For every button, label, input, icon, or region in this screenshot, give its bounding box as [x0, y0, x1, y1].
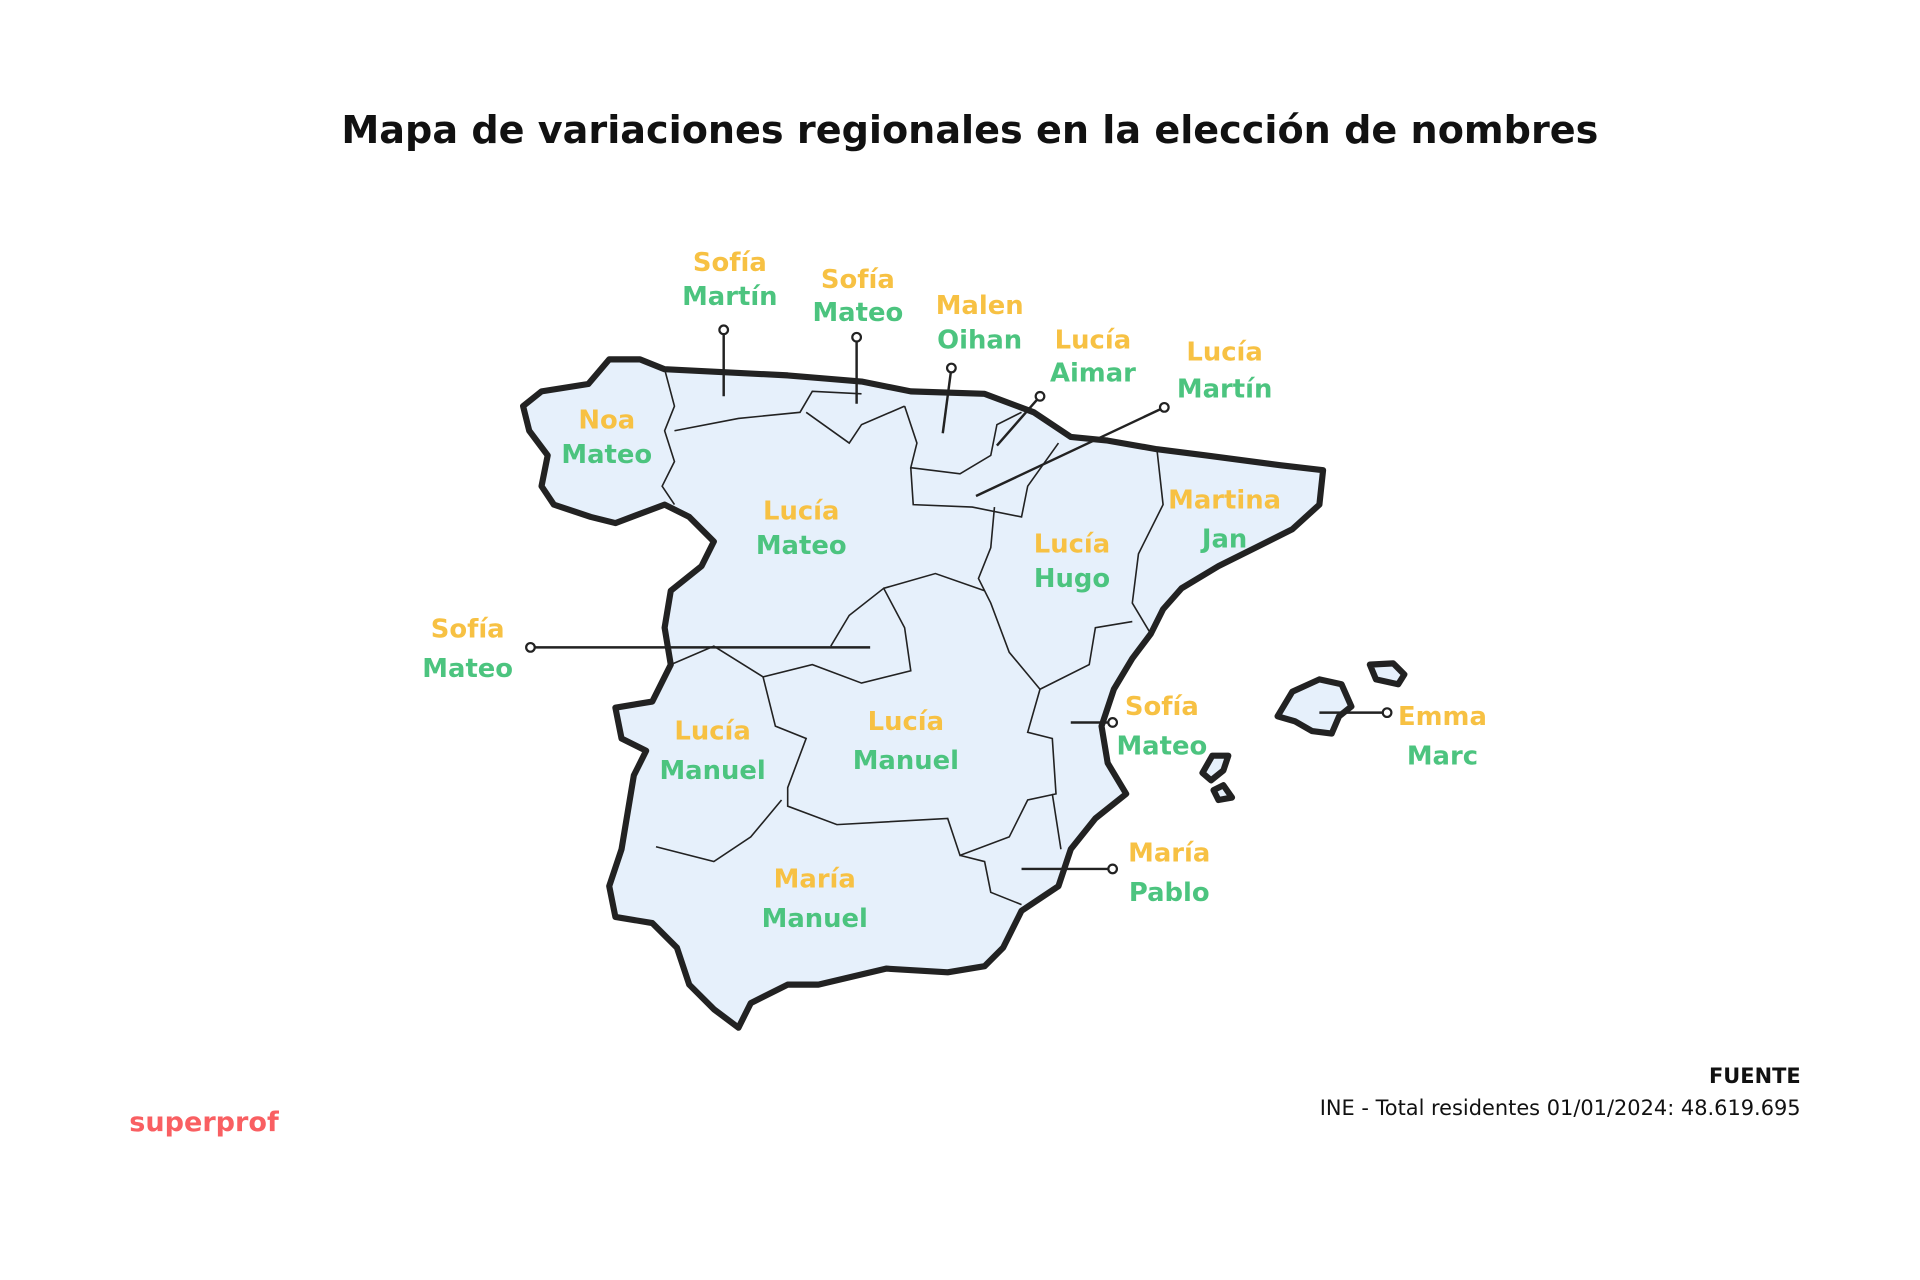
- menorca-outline: [1366, 660, 1408, 688]
- female-name-label: Noa: [578, 405, 635, 435]
- male-name-label: Manuel: [853, 746, 959, 776]
- leader-endpoint-marker: [1381, 707, 1393, 719]
- leader-line: [975, 406, 1165, 498]
- region-borders: [655, 369, 1164, 906]
- female-name-label: María: [774, 864, 856, 894]
- female-name-label: Sofía: [1125, 692, 1199, 722]
- spain-map: [520, 356, 1408, 1031]
- female-name-label: Lucía: [763, 496, 839, 526]
- leader-line: [995, 395, 1041, 447]
- female-name-label: Malen: [936, 291, 1024, 321]
- female-name-label: Sofía: [821, 265, 895, 295]
- female-name-label: Lucía: [1055, 325, 1131, 355]
- page-title: Mapa de variaciones regionales en la ele…: [341, 108, 1598, 152]
- male-name-label: Mateo: [756, 531, 847, 561]
- male-name-label: Jan: [1200, 525, 1247, 555]
- female-name-label: Lucía: [1034, 530, 1110, 560]
- leader-endpoint-marker: [1034, 390, 1046, 402]
- male-name-label: Aimar: [1050, 359, 1136, 389]
- male-name-label: Oihan: [937, 325, 1022, 355]
- male-name-label: Manuel: [762, 904, 868, 934]
- female-name-label: Sofía: [431, 615, 505, 645]
- ibiza-outline: [1199, 752, 1232, 784]
- formentera-outline: [1210, 782, 1236, 804]
- leader-endpoint-marker: [718, 324, 730, 336]
- male-name-label: Martín: [1177, 375, 1272, 405]
- female-name-label: Lucía: [674, 717, 750, 747]
- leader-endpoint-marker: [1158, 401, 1170, 413]
- male-name-label: Mateo: [812, 298, 903, 328]
- leader-endpoint-marker: [851, 331, 863, 343]
- mainland-outline: [520, 356, 1327, 1031]
- male-name-label: Mateo: [1116, 731, 1207, 761]
- female-name-label: Lucía: [1186, 338, 1262, 368]
- leader-lines: [525, 324, 1393, 875]
- source-heading: FUENTE: [1709, 1064, 1801, 1088]
- female-name-label: Lucía: [868, 707, 944, 737]
- source-text: INE - Total residentes 01/01/2024: 48.61…: [1320, 1096, 1801, 1120]
- male-name-label: Pablo: [1129, 878, 1210, 908]
- male-name-label: Marc: [1407, 741, 1478, 771]
- female-name-label: Sofía: [693, 248, 767, 278]
- leader-endpoint-marker: [1107, 717, 1119, 728]
- male-name-label: Hugo: [1034, 564, 1110, 594]
- mallorca-outline: [1274, 676, 1355, 737]
- leader-endpoint-marker: [1107, 863, 1119, 875]
- female-name-label: María: [1128, 839, 1210, 869]
- leader-line: [941, 367, 953, 434]
- female-name-label: Martina: [1168, 485, 1281, 515]
- leader-endpoint-marker: [945, 362, 957, 374]
- male-name-label: Martín: [682, 282, 777, 312]
- female-name-label: Emma: [1398, 702, 1487, 732]
- male-name-label: Manuel: [659, 756, 765, 786]
- leader-endpoint-marker: [525, 641, 536, 653]
- superprof-logo: superprof: [129, 1107, 280, 1138]
- male-name-label: Mateo: [422, 654, 513, 684]
- male-name-label: Mateo: [561, 440, 652, 470]
